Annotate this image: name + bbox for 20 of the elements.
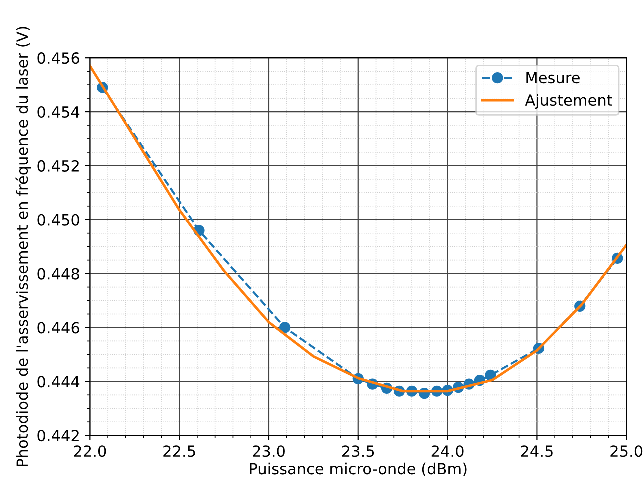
y-tick-label: 0.450 <box>38 214 80 226</box>
legend-label: Ajustement <box>525 94 612 110</box>
y-tick-label: 0.444 <box>38 376 80 388</box>
x-tick-label: 24.5 <box>521 446 553 458</box>
point <box>280 322 291 334</box>
x-tick-label: 22.5 <box>164 446 196 458</box>
y-axis-title: Photodiode de l'asservissement en fréquence du laser (V) <box>16 27 32 466</box>
x-axis-title: Puissance micro-onde (dBm) <box>250 462 467 477</box>
x-tick-label: 24.0 <box>432 446 464 458</box>
y-tick-label: 0.454 <box>38 106 80 118</box>
y-tick-label: 0.442 <box>38 430 79 442</box>
y-tick-label: 0.456 <box>38 52 80 64</box>
legend-label: Mesure <box>526 72 580 84</box>
y-tick-label: 0.446 <box>38 322 80 334</box>
x-tick-label: 23.5 <box>342 446 374 458</box>
x-tick-label: 22.0 <box>74 446 106 458</box>
y-tick-label: 0.452 <box>38 160 79 172</box>
y-tick-label: 0.448 <box>38 268 80 280</box>
x-tick-label: 23.0 <box>253 446 285 458</box>
x-tick-label: 25.0 <box>610 446 643 458</box>
